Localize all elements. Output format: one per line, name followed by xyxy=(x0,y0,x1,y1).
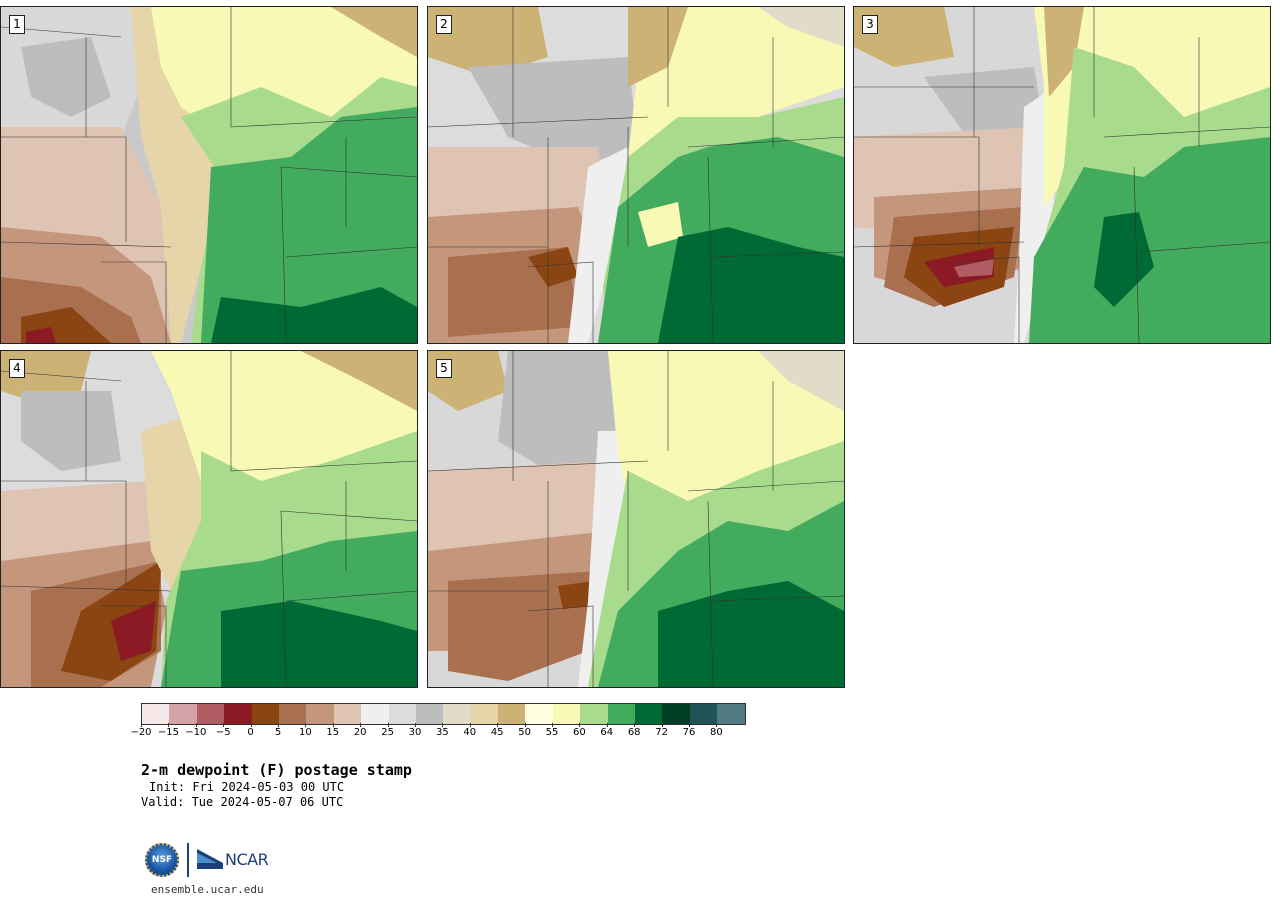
colorbar-tick-label: 55 xyxy=(545,727,559,738)
colorbar-tick-label: −5 xyxy=(215,727,231,738)
colorbar-swatch xyxy=(443,704,471,724)
colorbar-swatch xyxy=(306,704,334,724)
colorbar-tick-label: 35 xyxy=(436,727,449,738)
colorbar-tick-label: 40 xyxy=(463,727,477,738)
postage-stamp-map-3: 3 xyxy=(853,6,1271,344)
colorbar-tick-mark xyxy=(168,723,170,727)
colorbar-tick-label: 68 xyxy=(627,727,641,738)
panel-number-3: 3 xyxy=(862,15,878,34)
ncar-logo-text: NCAR xyxy=(225,850,269,869)
colorbar-swatch xyxy=(470,704,499,724)
colorbar-swatch xyxy=(388,704,416,724)
panel-number-2: 2 xyxy=(436,15,452,34)
colorbar-tick-label: −15 xyxy=(157,727,179,738)
colorbar-swatch xyxy=(224,704,252,724)
colorbar-tick-mark xyxy=(141,723,142,727)
colorbar-tick-mark xyxy=(387,723,389,727)
colorbar-tick-mark xyxy=(195,723,197,727)
colorbar-tick-mark xyxy=(305,723,307,727)
colorbar-tick-mark xyxy=(606,723,608,727)
colorbar-tick-mark xyxy=(360,723,362,727)
colorbar-swatch xyxy=(525,704,553,724)
colorbar-swatch xyxy=(662,704,690,724)
colorbar-tick-mark xyxy=(442,723,444,727)
ncar-mark-icon xyxy=(197,849,223,869)
colorbar-tick-mark xyxy=(634,723,636,727)
colorbar-swatch xyxy=(580,704,608,724)
colorbar-swatch xyxy=(717,704,745,724)
colorbar-tick-label: 30 xyxy=(408,727,422,738)
colorbar-tick-label: 20 xyxy=(353,727,367,738)
valid-time: Valid: Tue 2024-05-07 06 UTC xyxy=(141,795,344,809)
colorbar-tick-mark xyxy=(250,723,252,727)
map-title: 2-m dewpoint (F) postage stamp xyxy=(141,761,412,779)
colorbar-swatch xyxy=(333,704,362,724)
postage-stamp-map-4: 4 xyxy=(0,350,418,688)
colorbar-tick-label: 60 xyxy=(573,727,586,738)
colorbar-tick-labels: −20 −15 −10 −5 0 5 10 15 20 25 30 35 40 45 50 55 60 64 68 7… xyxy=(130,723,757,741)
colorbar-tick-label: 5 xyxy=(274,727,282,738)
colorbar-tick-mark xyxy=(524,723,526,727)
dewpoint-map-1 xyxy=(1,7,417,343)
colorbar-tick-mark xyxy=(661,723,663,727)
colorbar-swatch xyxy=(635,704,663,724)
dewpoint-map-3 xyxy=(854,7,1270,343)
panel-number-5: 5 xyxy=(436,359,452,378)
colorbar-tick-label: −10 xyxy=(185,727,207,738)
colorbar-tick-mark xyxy=(689,723,690,727)
colorbar-tick-mark xyxy=(415,723,416,727)
colorbar-swatch xyxy=(169,704,197,724)
colorbar-swatch xyxy=(196,704,225,724)
colorbar-tick-mark xyxy=(579,723,581,727)
colorbar-tick-label: 25 xyxy=(381,727,394,738)
panel-number-4: 4 xyxy=(9,359,25,378)
colorbar-tick-label: 0 xyxy=(247,727,254,738)
colorbar-tick-mark xyxy=(332,723,334,727)
colorbar-swatch xyxy=(689,704,718,724)
logo-separator xyxy=(187,843,189,877)
postage-stamp-map-5: 5 xyxy=(427,350,845,688)
panel-number-1: 1 xyxy=(9,15,25,34)
colorbar-swatch xyxy=(251,704,279,724)
dewpoint-map-2 xyxy=(428,7,844,343)
colorbar-tick-label: −20 xyxy=(130,727,152,738)
colorbar-swatch xyxy=(361,704,389,724)
dewpoint-colorbar xyxy=(141,703,746,725)
colorbar-swatch xyxy=(278,704,307,724)
colorbar-swatch xyxy=(552,704,581,724)
colorbar-tick-mark xyxy=(716,723,718,727)
site-url: ensemble.ucar.edu xyxy=(151,883,264,896)
nsf-logo-icon: NSF xyxy=(145,843,179,877)
colorbar-tick-label: 50 xyxy=(518,727,531,738)
colorbar-tick-mark xyxy=(497,723,499,727)
colorbar-tick-label: 45 xyxy=(490,727,504,738)
colorbar-tick-mark xyxy=(278,723,279,727)
dewpoint-map-4 xyxy=(1,351,417,687)
colorbar-swatch xyxy=(498,704,526,724)
colorbar-swatch xyxy=(142,704,170,724)
init-time: Init: Fri 2024-05-03 00 UTC xyxy=(149,780,345,794)
dewpoint-map-5 xyxy=(428,351,844,687)
colorbar-tick-label: 64 xyxy=(600,727,614,738)
logos: NSF NCAR xyxy=(145,843,275,879)
colorbar-tick-label: 80 xyxy=(710,727,723,738)
colorbar-tick-mark xyxy=(469,723,471,727)
colorbar-tick-label: 72 xyxy=(655,727,668,738)
colorbar-tick-label: 15 xyxy=(326,727,340,738)
postage-stamp-map-1: 1 xyxy=(0,6,418,344)
postage-stamp-map-2: 2 xyxy=(427,6,845,344)
colorbar-tick-mark xyxy=(552,723,553,727)
colorbar-swatch xyxy=(607,704,636,724)
colorbar-tick-label: 10 xyxy=(299,727,312,738)
colorbar-tick-label: 76 xyxy=(682,727,696,738)
colorbar-swatch xyxy=(415,704,444,724)
colorbar-tick-mark xyxy=(223,723,225,727)
